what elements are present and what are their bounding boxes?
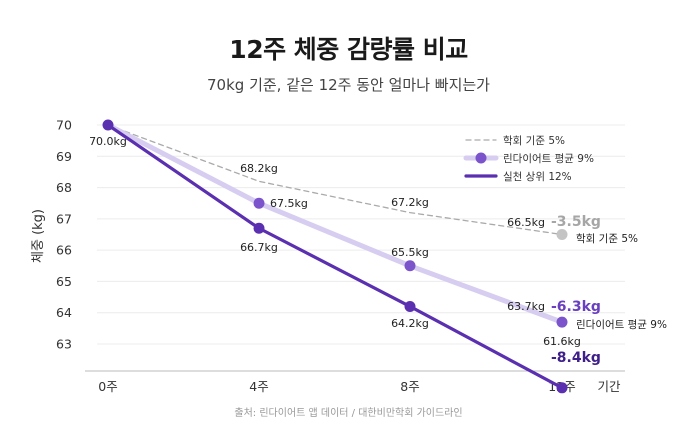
data-point — [556, 229, 568, 240]
x-tick-label: 4주 — [249, 379, 268, 394]
y-tick-label: 67 — [56, 211, 72, 226]
series-line-1 — [105, 122, 565, 325]
delta-label: -8.4kg — [551, 350, 601, 366]
x-tick-label: 0주 — [98, 379, 117, 394]
source-note: 출처: 린다이어트 앱 데이터 / 대한비만학회 가이드라인 — [234, 408, 463, 419]
end-annotations: -3.5kg 학회 기준 5% -6.3kg 린다이어트 평균 9% -8.4kg — [551, 214, 667, 366]
chart-subtitle: 70kg 기준, 같은 12주 동안 얼마나 빠지는가 — [207, 76, 490, 94]
x-tick-label: 8주 — [400, 379, 419, 394]
delta-label: -3.5kg — [551, 214, 601, 230]
data-point — [404, 300, 416, 312]
y-tick-label: 66 — [56, 243, 72, 258]
y-tick-label: 63 — [56, 337, 72, 352]
data-label: 63.7kg — [507, 300, 545, 313]
x-axis-label: 기간 — [597, 379, 621, 394]
y-tick-label: 65 — [56, 274, 72, 289]
data-label: 64.2kg — [391, 317, 429, 330]
data-label: 61.6kg — [543, 335, 581, 348]
y-axis-ticks: 70 69 68 67 66 65 64 63 — [56, 118, 72, 352]
x-axis-ticks: 0주4주8주12주 — [98, 379, 575, 394]
delta-label: -6.3kg — [551, 299, 601, 315]
series-line-2 — [106, 123, 564, 390]
data-label: 68.2kg — [240, 162, 278, 175]
data-label: 70.0kg — [89, 135, 127, 148]
y-tick-label: 69 — [56, 149, 72, 164]
data-points — [102, 119, 568, 394]
data-point — [556, 382, 568, 394]
legend-entry: 린다이어트 평균 9% — [503, 153, 594, 165]
legend: 학회 기준 5% 린다이어트 평균 9% 실천 상위 12% — [463, 135, 594, 183]
end-series-label: 린다이어트 평균 9% — [576, 319, 667, 331]
data-point — [253, 197, 265, 209]
data-label: 66.7kg — [240, 241, 278, 254]
data-label: 67.2kg — [391, 196, 429, 209]
data-point — [404, 260, 416, 272]
chart-title: 12주 체중 감량률 비교 — [229, 35, 468, 64]
y-tick-label: 70 — [56, 118, 72, 133]
data-labels: 70.0kg 68.2kg 67.2kg 66.5kg 67.5kg 65.5kg 63.7… — [89, 135, 581, 348]
data-point — [253, 222, 265, 234]
data-label: 67.5kg — [270, 197, 308, 210]
legend-entry: 학회 기준 5% — [503, 135, 565, 147]
series-lines — [105, 122, 565, 390]
y-tick-label: 68 — [56, 180, 72, 195]
data-point — [102, 119, 114, 131]
data-point — [556, 316, 568, 328]
legend-marker — [475, 152, 487, 164]
data-label: 65.5kg — [391, 246, 429, 259]
data-label: 66.5kg — [507, 216, 545, 229]
y-tick-label: 64 — [56, 305, 72, 320]
series-line-0 — [107, 124, 563, 236]
legend-entry: 실천 상위 12% — [503, 170, 572, 183]
y-axis-label: 체중 (kg) — [31, 209, 46, 263]
end-series-label: 학회 기준 5% — [576, 233, 638, 245]
